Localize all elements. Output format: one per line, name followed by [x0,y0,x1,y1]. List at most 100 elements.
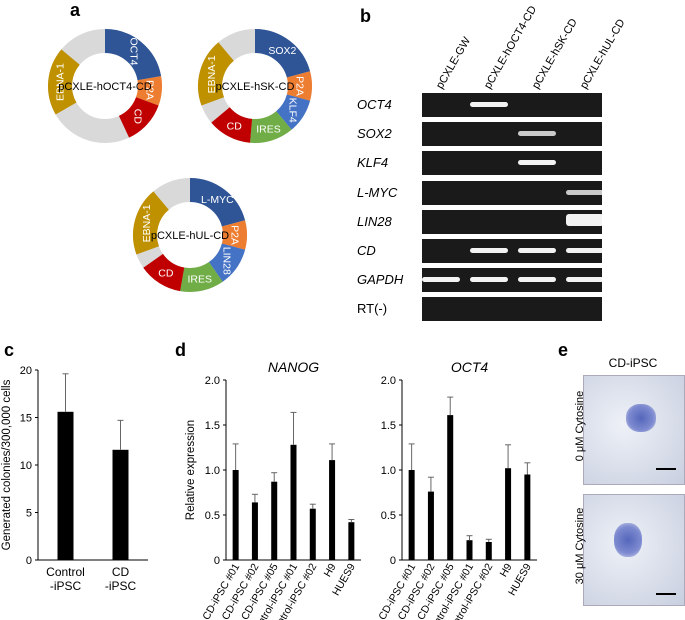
lane-label: pCXLE-hOCT4-CD [482,3,540,91]
segment-p2a [221,220,247,250]
segment-label: EBNA-1 [55,63,67,101]
panel-label-a: a [70,0,81,20]
gene-label: GAPDH [357,272,404,288]
gene-label: LIN28 [357,213,392,229]
bar [408,470,415,560]
segment-cd [143,253,185,292]
gene-label: RT(-) [357,301,388,317]
colony [614,523,642,557]
microscopy-image-30uM [583,494,685,606]
plasmid-name: pCXLE-hSK-CD [216,81,295,93]
bar [329,460,336,560]
rtpcr-gel-panel: pCXLE-GW pCXLE-hOCT4-CD pCXLE-hSK-CD pCXLE-… [357,3,628,322]
x-tick-label: H9 [498,561,515,579]
scale-bar [656,468,676,470]
plasmid-name: pCXLE-hOCT4-CD [58,81,152,93]
segment-oct4 [104,29,162,81]
panel-label-c: c [4,340,15,360]
plasmid-name: pCXLE-hUL-CD [151,230,229,242]
gel-band [518,248,556,253]
chart-1: 0 5 10 15 20 Generated colonies/300,000 cells… [1,365,148,593]
segment-cd [118,96,159,138]
gel-band [470,102,508,107]
chart-title: OCT4 [451,359,489,375]
segment-l-myc [189,178,246,228]
segment-label: CD [227,120,243,132]
microscopy-title: CD-iPSC [608,356,658,370]
segment-label: EBNA-1 [141,204,153,242]
y-tick-label: 2.0 [381,375,396,387]
lane-label: pCXLE-hUL-CD [578,17,628,91]
bar [112,449,129,560]
row-label-30uM: 30 μM Cytosine [574,507,586,585]
segment-ebna-1 [48,49,81,115]
gel-band [518,131,556,137]
x-tick-label: H9 [322,561,339,579]
segment-lin28 [208,242,246,282]
x-tick-label: -iPSC [50,579,82,593]
bar [251,502,258,560]
segment-ebna-1 [133,191,170,255]
row-label-0uM: 0 μM Cytosine [574,390,586,462]
bar-charts: 0 5 10 15 20 Generated colonies/300,000 cells… [1,359,537,620]
y-tick-label: 15 [20,413,32,425]
segment-label: KLF4 [286,98,298,123]
gel-band [518,277,556,283]
segment-p2a [286,71,312,101]
segment-label: LIN28 [220,247,232,275]
gel-band [422,277,460,283]
gene-label: CD [357,243,376,258]
gel-row [422,151,602,176]
x-tick-label: Control [46,565,85,579]
y-tick-label: 5 [26,508,32,520]
segment-label: P2A [143,80,155,100]
gel-band [566,277,604,283]
lane-label: pCXLE-hSK-CD [530,16,580,91]
y-tick-label: 0 [390,555,396,567]
x-tick-label: -iPSC [105,579,137,593]
segment-ires [180,261,223,292]
panel-label-e: e [558,340,569,360]
segment-p2a [135,76,162,106]
segment-label: IRES [187,273,212,285]
y-tick-label: 0.5 [381,510,396,522]
bar [524,474,531,560]
gel-row [422,180,604,205]
chart-title: NANOG [268,359,319,375]
gel-row [422,268,604,293]
gel-band [470,277,508,283]
gel-row [422,297,602,322]
y-tick-label: 1.0 [381,465,396,477]
segment-label: CD [158,267,174,279]
y-tick-label: 1.0 [205,465,220,477]
gel-band [566,189,604,195]
bar [290,444,297,560]
y-tick-label: 2.0 [205,375,220,387]
segment-label: P2A [229,225,241,245]
segment-label: OCT4 [127,38,139,66]
bar [505,468,512,560]
segment-ebna-1 [198,42,235,106]
gene-label: OCT4 [357,97,392,112]
microscopy-image-0uM [583,375,685,485]
gel-row [422,93,602,117]
segment-label: P2A [294,76,306,96]
bar [466,540,473,560]
bar [309,508,316,560]
x-tick-label: CD [112,565,130,579]
y-tick-label: 1.5 [205,420,220,432]
gel-band [518,160,556,166]
y-axis-label: Relative expression [185,420,197,520]
gel-band [470,248,508,253]
segment-label: L-MYC [201,194,234,206]
gene-label: SOX2 [357,126,392,142]
segment-label: IRES [256,123,281,135]
colony [626,404,656,432]
panel-label-b: b [360,6,371,26]
plasmid-maps: OCT4P2ACDEBNA-1pCXLE-hOCT4-CDSOX2P2AKLF4… [48,29,312,292]
gel-row [422,209,604,234]
